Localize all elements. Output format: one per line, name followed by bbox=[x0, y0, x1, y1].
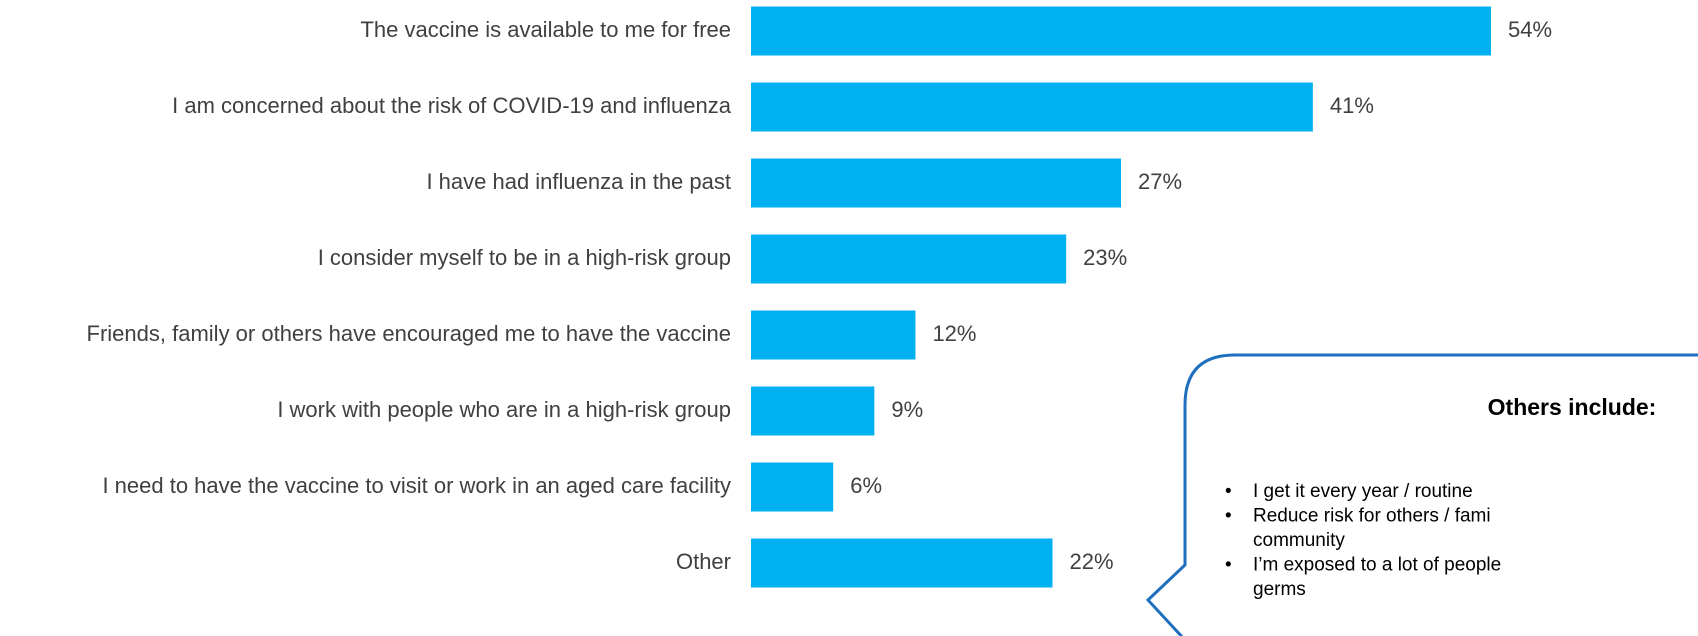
value-label: 41% bbox=[1330, 93, 1374, 118]
bullet: • bbox=[1225, 555, 1232, 576]
bar bbox=[751, 538, 1053, 588]
bullet: • bbox=[1225, 506, 1232, 527]
category-label: Friends, family or others have encourage… bbox=[87, 321, 731, 346]
category-label: I work with people who are in a high-ris… bbox=[277, 397, 731, 422]
callout-item: I get it every year / routine bbox=[1253, 481, 1473, 502]
bar bbox=[751, 6, 1491, 56]
bar bbox=[751, 158, 1121, 208]
bar bbox=[751, 462, 834, 512]
value-label: 12% bbox=[932, 321, 976, 346]
category-label: The vaccine is available to me for free bbox=[360, 17, 731, 42]
category-label: I need to have the vaccine to visit or w… bbox=[102, 473, 731, 498]
category-label: I consider myself to be in a high-risk g… bbox=[318, 245, 731, 270]
value-label: 6% bbox=[850, 473, 882, 498]
value-label: 23% bbox=[1083, 245, 1127, 270]
bar bbox=[751, 82, 1313, 132]
bullet: • bbox=[1225, 481, 1232, 502]
callout-item: Reduce risk for others / fami bbox=[1253, 506, 1491, 527]
callout-item: I’m exposed to a lot of people bbox=[1253, 555, 1501, 576]
bar bbox=[751, 386, 875, 436]
value-label: 54% bbox=[1508, 17, 1552, 42]
value-label: 9% bbox=[891, 397, 923, 422]
callout-item: community bbox=[1253, 530, 1345, 551]
category-label: I have had influenza in the past bbox=[426, 169, 731, 194]
value-label: 27% bbox=[1138, 169, 1182, 194]
callout-title: Others include: bbox=[1488, 394, 1657, 420]
category-label: I am concerned about the risk of COVID-1… bbox=[172, 93, 732, 118]
bar bbox=[751, 234, 1067, 284]
value-label: 22% bbox=[1069, 549, 1113, 574]
callout-box bbox=[1145, 353, 1698, 636]
bar bbox=[751, 310, 916, 360]
category-label: Other bbox=[676, 549, 731, 574]
callout-item: germs bbox=[1253, 579, 1306, 600]
